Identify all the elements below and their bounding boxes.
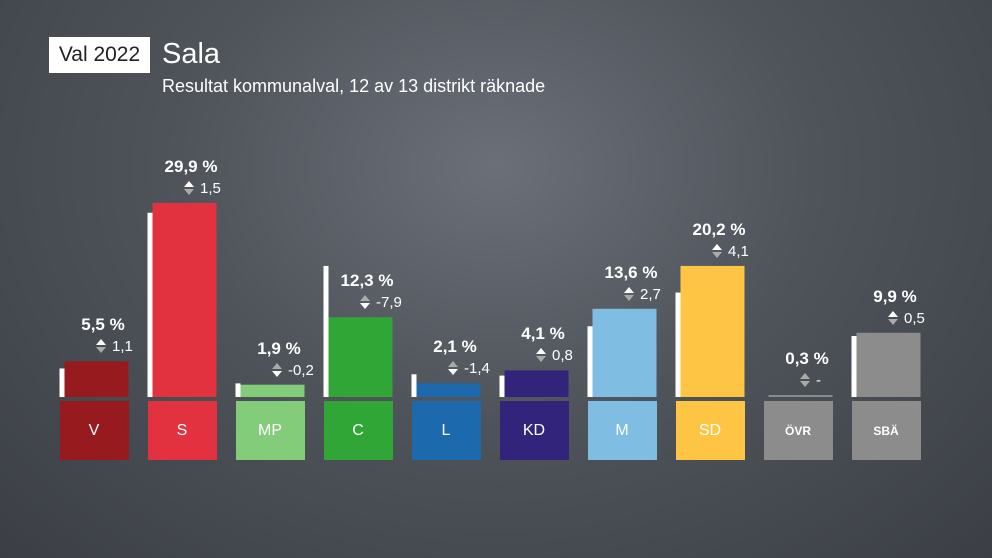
previous-bar-m — [587, 326, 593, 397]
page-subtitle: Resultat kommunalval, 12 av 13 distrikt … — [162, 76, 546, 96]
party-tile-c: C — [323, 401, 393, 460]
previous-bar-s — [147, 212, 153, 397]
bar-mp — [240, 384, 305, 397]
change-arrows-icon — [536, 348, 546, 363]
page-title: Sala — [162, 38, 221, 70]
change-label-c: -7,9 — [360, 294, 402, 311]
value-label-c: 12,3 % — [340, 271, 394, 291]
party-tile-sd: SD — [675, 401, 745, 460]
change-arrows-icon — [800, 373, 810, 388]
previous-bar-c — [323, 265, 329, 397]
change-arrows-icon — [96, 339, 106, 354]
party-tile-sbä: SBÄ — [851, 401, 921, 460]
bar-c — [328, 317, 393, 397]
change-label-sbä: 0,5 — [888, 310, 925, 327]
previous-bar-sbä — [851, 336, 857, 397]
bar-v — [64, 361, 129, 397]
change-arrows-icon — [184, 181, 194, 195]
bar-l — [416, 383, 481, 397]
value-label-övr: 0,3 % — [785, 349, 829, 369]
bar-kd — [504, 370, 569, 397]
value-label-kd: 4,1 % — [521, 324, 565, 344]
previous-bar-kd — [499, 375, 505, 397]
party-tile-s: S — [147, 401, 217, 460]
party-tile-mp: MP — [235, 401, 305, 460]
bar-övr — [768, 395, 833, 397]
party-tile-kd: KD — [499, 401, 569, 460]
change-label-sd: 4,1 — [712, 243, 749, 260]
value-label-m: 13,6 % — [604, 262, 658, 282]
previous-bar-sd — [675, 292, 681, 397]
bar-sbä — [856, 332, 921, 397]
party-tile-m: M — [587, 401, 657, 460]
change-label-l: -1,4 — [448, 360, 490, 377]
value-label-sd: 20,2 % — [692, 219, 746, 239]
change-arrows-icon — [624, 286, 634, 301]
value-label-l: 2,1 % — [433, 337, 477, 357]
change-label-mp: -0,2 — [272, 362, 314, 379]
change-label-v: 1,1 — [96, 338, 133, 355]
change-arrows-icon — [448, 361, 458, 376]
bar-s — [152, 203, 217, 397]
change-label-m: 2,7 — [624, 286, 661, 303]
change-arrows-icon — [712, 243, 722, 258]
change-label-kd: 0,8 — [536, 347, 573, 364]
change-arrows-icon — [360, 295, 370, 310]
party-tile-l: L — [411, 401, 481, 460]
bar-sd — [680, 265, 745, 397]
value-label-v: 5,5 % — [81, 315, 125, 335]
bar-m — [592, 308, 657, 397]
value-label-s: 29,9 % — [164, 157, 218, 176]
value-label-mp: 1,9 % — [257, 338, 301, 358]
party-tile-v: V — [59, 401, 129, 460]
change-arrows-icon — [272, 362, 282, 377]
previous-bar-mp — [235, 383, 241, 397]
previous-bar-l — [411, 374, 417, 397]
party-tile-övr: ÖVR — [763, 401, 833, 460]
change-label-s: 1,5 — [184, 180, 221, 197]
change-label-övr: - — [800, 372, 821, 389]
change-arrows-icon — [888, 310, 898, 325]
value-label-sbä: 9,9 % — [873, 286, 917, 306]
previous-bar-v — [59, 368, 65, 397]
year-badge: Val 2022 — [49, 37, 150, 73]
